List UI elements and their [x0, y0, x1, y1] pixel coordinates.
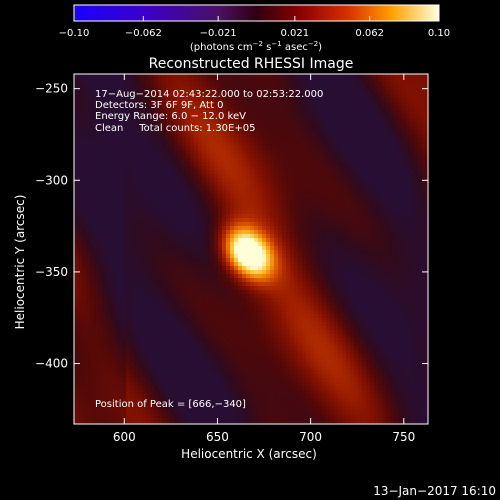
colorbar-ticks: −0.10 −0.062 −0.021 0.021 0.062 0.10 [59, 16, 450, 39]
colorbar-tick-label: −0.021 [200, 28, 237, 39]
x-tick-label: 600 [113, 430, 136, 444]
axis-ticks: 600 650 700 750 −250 −300 −350 −400 [35, 74, 428, 444]
info-line-time: 17−Aug−2014 02:43:22.000 to 02:53:22.000 [95, 89, 323, 100]
y-tick-label: −400 [35, 357, 68, 371]
colorbar-tick-label: 0.021 [281, 28, 310, 39]
x-axis-label: Heliocentric X (arcsec) [181, 447, 317, 461]
timestamp: 13−Jan−2017 16:10 [373, 484, 496, 498]
plot-frame [73, 73, 429, 425]
info-line-clean: Clean Total counts: 1.30E+05 [95, 123, 255, 134]
info-line-energy: Energy Range: 6.0 − 12.0 keV [95, 111, 246, 122]
y-tick-label: −300 [35, 173, 68, 187]
colorbar-tick-label: −0.10 [59, 28, 90, 39]
heatmap-image [74, 74, 428, 424]
x-tick-label: 650 [206, 430, 229, 444]
x-tick-label: 700 [299, 430, 322, 444]
chart-title: Reconstructed RHESSI Image [149, 56, 354, 72]
colorbar-tick-label: 0.10 [428, 28, 450, 39]
colorbar [73, 4, 440, 22]
y-axis-label: Heliocentric Y (arcsec) [13, 195, 27, 330]
x-tick-label: 750 [392, 430, 415, 444]
colorbar-tick-label: −0.062 [125, 28, 162, 39]
peak-position-label: Position of Peak = [666,−340] [95, 399, 246, 410]
colorbar-tick-label: 0.062 [355, 28, 384, 39]
y-tick-label: −350 [35, 265, 68, 279]
colorbar-unit-label: (photons cm−2 s−1 asec−2) [190, 40, 322, 53]
y-tick-label: −250 [35, 82, 68, 96]
info-line-detectors: Detectors: 3F 6F 9F, Att 0 [95, 100, 223, 111]
